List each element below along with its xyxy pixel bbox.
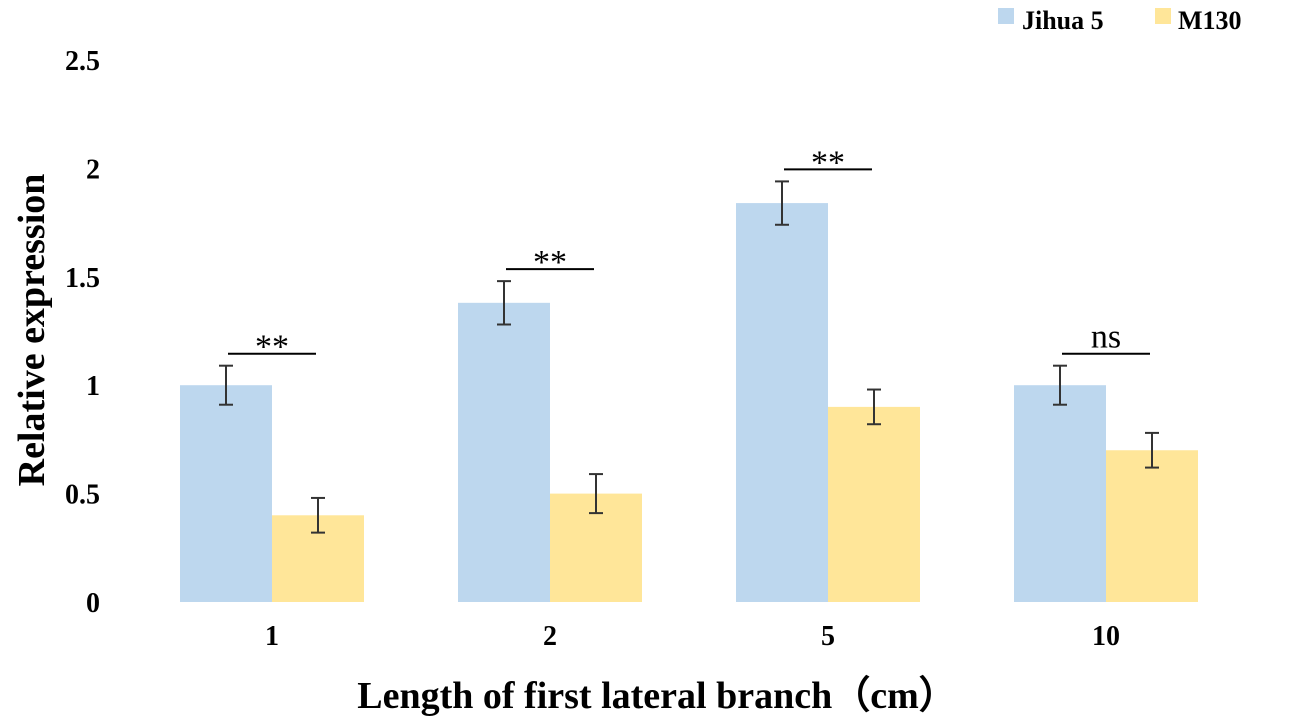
bar <box>736 203 828 602</box>
bar <box>458 302 550 602</box>
y-tick-label: 1.5 <box>65 263 100 294</box>
significance-label: ns <box>1091 319 1121 356</box>
x-tick-label: 10 <box>1092 621 1120 652</box>
x-tick-labels: 1 2 5 10 <box>265 621 1120 652</box>
legend-swatch-m130 <box>1155 8 1171 24</box>
x-tick-label: 2 <box>543 621 557 652</box>
significance-annotations: ** ** ** ns <box>228 144 1150 366</box>
x-tick-label: 1 <box>265 621 279 652</box>
y-tick-label: 2 <box>86 154 100 185</box>
y-tick-label: 0.5 <box>65 480 100 511</box>
y-axis-title: Relative expression <box>11 174 53 487</box>
legend: Jihua 5 M130 <box>998 6 1242 35</box>
bar <box>180 385 272 602</box>
y-tick-labels: 0 0.5 1 1.5 2 2.5 <box>65 46 100 619</box>
error-bars <box>219 180 1159 534</box>
legend-label-jihua5: Jihua 5 <box>1022 6 1104 35</box>
x-axis-title: Length of first lateral branch（cm） <box>357 675 956 717</box>
y-tick-label: 2.5 <box>65 46 100 77</box>
x-tick-label: 5 <box>821 621 835 652</box>
y-tick-label: 0 <box>86 588 100 619</box>
bar <box>1014 385 1106 602</box>
y-tick-label: 1 <box>86 371 100 402</box>
bars <box>180 203 1198 602</box>
significance-label: ** <box>811 144 845 181</box>
bar <box>1106 450 1198 602</box>
bar <box>828 406 920 602</box>
legend-label-m130: M130 <box>1178 6 1242 35</box>
significance-label: ** <box>255 329 289 366</box>
significance-label: ** <box>533 244 567 281</box>
legend-swatch-jihua5 <box>998 8 1014 24</box>
y-axis-title-group: Relative expression <box>11 174 53 487</box>
